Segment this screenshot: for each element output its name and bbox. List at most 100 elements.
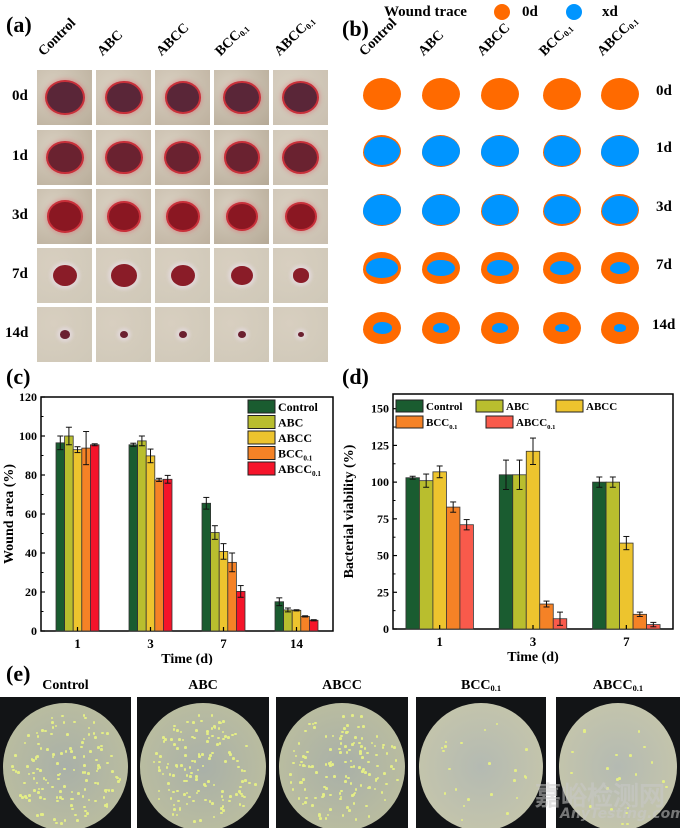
bacterial-colony [374,778,378,782]
bacterial-colony [41,813,44,817]
bacterial-colony [443,792,447,795]
bacterial-colony [339,737,342,740]
bacterial-colony [77,792,80,795]
bacterial-colony [343,726,346,730]
wound-photo [155,189,210,244]
bar-control-day7 [592,481,607,630]
bacterial-colony [344,775,348,778]
bacterial-colony [206,740,209,743]
bacterial-colony [92,721,96,724]
bacterial-colony [39,769,42,772]
bacterial-colony [83,788,87,792]
bacterial-colony [217,736,220,740]
bacterial-colony [89,750,92,754]
bacterial-colony [344,760,348,764]
bacterial-colony [338,797,342,801]
bacterial-colony [70,797,73,801]
bacterial-colony [169,797,173,800]
column-header-control: Control [35,15,80,60]
bacterial-colony [367,815,371,819]
bacterial-colony [634,773,638,776]
wound-trace-xd [613,324,626,332]
bacterial-colony [344,745,347,749]
bacterial-colony [36,735,40,738]
bacterial-colony [173,807,176,811]
bacterial-colony [97,746,100,749]
bacterial-colony [221,790,224,794]
bacterial-colony [462,804,466,808]
wound-trace-xd [422,135,460,167]
bar-abcc-day1 [72,449,83,632]
bacterial-colony [367,786,370,790]
bacterial-colony [241,780,244,783]
bacterial-colony [41,787,44,791]
bacterial-colony [118,778,122,781]
bacterial-colony [176,789,179,793]
bacterial-colony [185,791,189,795]
wound-trace-0d [601,78,639,110]
bacterial-colony [390,765,393,768]
bar-abc-day1 [64,435,74,632]
bacterial-colony [294,754,298,758]
bacterial-colony [197,714,201,718]
bar-control-day7 [201,502,212,632]
bacterial-colony [329,748,332,751]
bacterial-colony [210,734,214,738]
bacterial-colony [354,788,358,791]
bacterial-colony [42,777,46,780]
bacterial-colony [37,787,41,791]
bacterial-colony [376,764,379,768]
bacterial-colony [221,798,225,802]
bacterial-colony [54,724,58,728]
bacterial-colony [351,714,354,717]
bacterial-colony [105,803,109,806]
bacterial-colony [301,764,305,767]
bacterial-colony [373,787,377,791]
bacterial-colony [331,763,334,766]
bacterial-colony [383,772,386,775]
bar-abc-day7 [605,481,620,630]
bacterial-colony [375,753,378,757]
bacterial-colony [183,779,186,783]
wound-area-chart: 0 20 40 60 80 100 120 1 3 7 14 Time (d) Wound area (… [2,390,334,665]
legend-swatch-abc [247,415,276,429]
wound-area [166,142,199,172]
bacterial-colony [197,789,200,793]
bar-abcc-day3 [145,455,156,632]
y-tick-label: 120 [19,390,37,404]
bacterial-colony [346,724,349,727]
bacterial-colony [323,785,326,789]
bacterial-colony [224,735,227,738]
bacterial-colony [28,794,31,797]
bacterial-colony [183,768,187,771]
bacterial-colony [209,754,212,757]
bacterial-colony [70,790,74,794]
bacterial-colony [25,765,29,768]
bacterial-colony [375,735,379,738]
wound-area [167,203,198,230]
bar-abc-day14 [283,609,293,632]
y-tick-label: 40 [25,546,37,560]
bacterial-colony [195,775,198,779]
bacterial-colony [82,755,86,758]
bacterial-colony [221,805,225,808]
bar-bcc01-day1 [81,447,91,632]
bacterial-colony [226,735,230,739]
wound-trace-xd [365,258,399,278]
bacterial-colony [311,804,314,807]
bacterial-colony [204,798,207,802]
y-tick-label: 80 [25,468,37,482]
bacterial-colony [92,731,96,735]
bacterial-colony [71,807,75,811]
wound-trace-xd [601,135,639,167]
wound-trace-xd [432,322,450,333]
bacterial-colony [292,761,295,765]
bacterial-colony [360,737,364,740]
bacterial-colony [85,779,88,782]
bacterial-colony [204,784,207,788]
bacterial-colony [178,806,182,810]
bacterial-colony [158,769,161,773]
bacterial-colony [97,763,100,767]
y-tick-label: 100 [19,429,37,443]
row-label-1d: 1d [12,148,28,164]
